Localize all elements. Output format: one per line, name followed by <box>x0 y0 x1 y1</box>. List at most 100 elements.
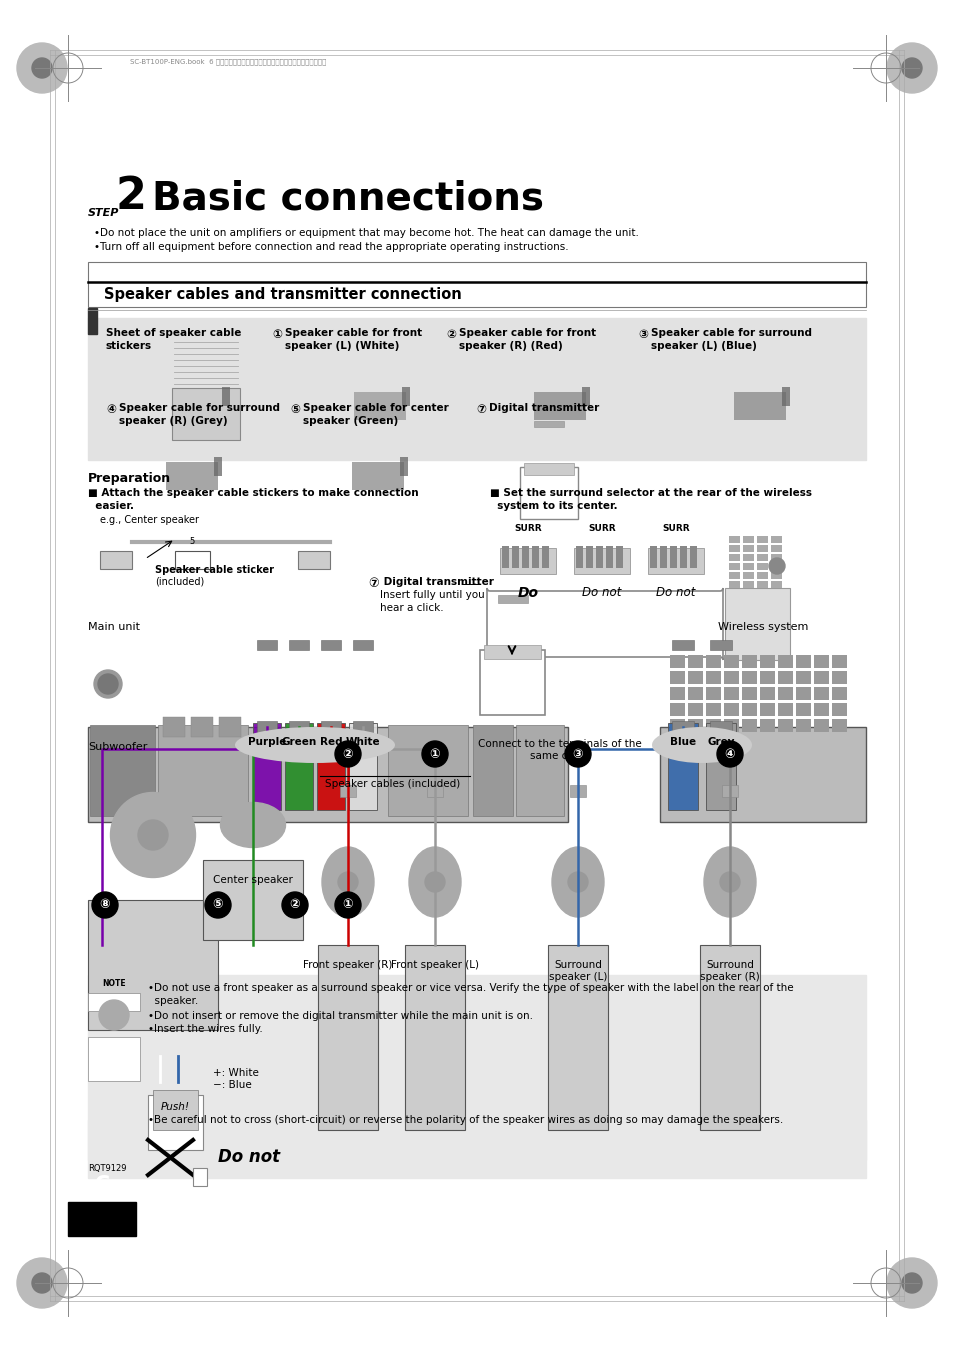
Text: •Do not use a front speaker as a surround speaker or vice versa. Verify the type: •Do not use a front speaker as a surroun… <box>148 984 793 993</box>
Text: ■ Attach the speaker cable stickers to make connection: ■ Attach the speaker cable stickers to m… <box>88 488 418 499</box>
Text: Speaker cables and transmitter connection: Speaker cables and transmitter connectio… <box>104 288 461 303</box>
Bar <box>705 688 720 700</box>
Bar <box>669 671 684 684</box>
Text: 5: 5 <box>190 538 194 547</box>
Bar <box>770 544 781 553</box>
Bar <box>158 725 248 816</box>
Text: Do not: Do not <box>218 1148 280 1166</box>
Bar <box>574 549 629 574</box>
Circle shape <box>564 740 590 767</box>
Bar <box>649 546 657 567</box>
Bar <box>813 703 828 716</box>
Bar <box>679 546 686 567</box>
Text: Push!: Push! <box>160 1102 190 1112</box>
Bar <box>669 719 684 732</box>
Circle shape <box>335 740 360 767</box>
Bar <box>705 703 720 716</box>
Circle shape <box>94 670 122 698</box>
Bar <box>733 392 785 420</box>
Bar <box>705 671 720 684</box>
Circle shape <box>421 740 448 767</box>
Text: Connect to the terminals of the
same color.: Connect to the terminals of the same col… <box>477 739 641 761</box>
Bar <box>521 546 529 567</box>
Ellipse shape <box>651 727 751 763</box>
Bar <box>148 1096 203 1150</box>
Bar <box>339 785 355 797</box>
Text: ⑦: ⑦ <box>368 577 378 590</box>
Ellipse shape <box>567 871 587 892</box>
Ellipse shape <box>234 727 395 763</box>
Bar <box>173 392 226 420</box>
Text: Main unit: Main unit <box>88 621 140 632</box>
Bar <box>172 388 240 440</box>
Text: Insert fully until you: Insert fully until you <box>379 590 484 600</box>
Bar <box>316 723 345 811</box>
Text: Do not: Do not <box>581 586 621 598</box>
Bar <box>285 723 313 811</box>
Bar <box>760 719 774 732</box>
Text: Grey: Grey <box>706 738 734 747</box>
Bar <box>760 671 774 684</box>
Bar <box>669 655 684 667</box>
Text: •Insert the wires fully.: •Insert the wires fully. <box>148 1024 262 1034</box>
Bar <box>581 386 589 407</box>
Text: Basic connections: Basic connections <box>152 180 543 218</box>
Text: •Turn off all equipment before connection and read the appropriate operating ins: •Turn off all equipment before connectio… <box>94 242 568 253</box>
Circle shape <box>17 1258 67 1308</box>
Bar <box>723 703 739 716</box>
Bar <box>88 727 567 821</box>
Text: Speaker cable for surround: Speaker cable for surround <box>119 403 280 413</box>
Bar <box>795 688 810 700</box>
Bar <box>721 785 738 797</box>
Text: ①: ① <box>342 898 353 912</box>
Text: Speaker cables (included): Speaker cables (included) <box>325 780 460 789</box>
Bar <box>541 546 548 567</box>
Text: •Do not place the unit on amplifiers or equipment that may become hot. The heat : •Do not place the unit on amplifiers or … <box>94 228 639 238</box>
Bar <box>795 703 810 716</box>
Bar <box>256 721 276 734</box>
Text: system to its center.: system to its center. <box>490 501 617 511</box>
Bar <box>742 563 753 570</box>
Bar <box>667 723 698 811</box>
Bar <box>353 640 373 650</box>
Bar <box>760 655 774 667</box>
Bar <box>770 554 781 561</box>
Bar <box>213 457 222 476</box>
Bar <box>778 688 792 700</box>
Bar <box>605 546 613 567</box>
Text: Subwoofer: Subwoofer <box>88 742 147 753</box>
Bar <box>795 655 810 667</box>
Ellipse shape <box>703 847 755 917</box>
Bar <box>723 688 739 700</box>
Bar <box>576 546 582 567</box>
Bar <box>256 640 276 650</box>
Bar <box>388 725 468 816</box>
Text: hear a click.: hear a click. <box>379 603 443 613</box>
Bar <box>163 717 185 738</box>
Text: ■ Set the surround selector at the rear of the wireless: ■ Set the surround selector at the rear … <box>490 488 811 499</box>
Bar <box>222 386 230 407</box>
Text: Speaker cable for front: Speaker cable for front <box>458 328 596 338</box>
Bar <box>427 785 442 797</box>
Bar <box>671 640 693 650</box>
Bar <box>659 727 865 821</box>
Bar <box>88 975 865 1161</box>
Bar <box>742 571 753 580</box>
Text: SURR: SURR <box>588 524 616 534</box>
Circle shape <box>901 58 921 78</box>
Bar <box>831 719 846 732</box>
Bar <box>88 900 218 1029</box>
Bar <box>352 462 403 490</box>
Ellipse shape <box>99 1000 129 1029</box>
Text: NOTE: NOTE <box>102 978 126 988</box>
Bar <box>709 721 731 734</box>
Bar <box>174 551 210 569</box>
Text: ③: ③ <box>572 747 582 761</box>
Bar <box>760 703 774 716</box>
Text: Surround
speaker (L): Surround speaker (L) <box>548 961 606 982</box>
Bar <box>724 588 789 661</box>
Bar <box>501 546 509 567</box>
Bar <box>647 549 703 574</box>
Text: +: White: +: White <box>213 1069 258 1078</box>
Text: ④: ④ <box>724 747 735 761</box>
